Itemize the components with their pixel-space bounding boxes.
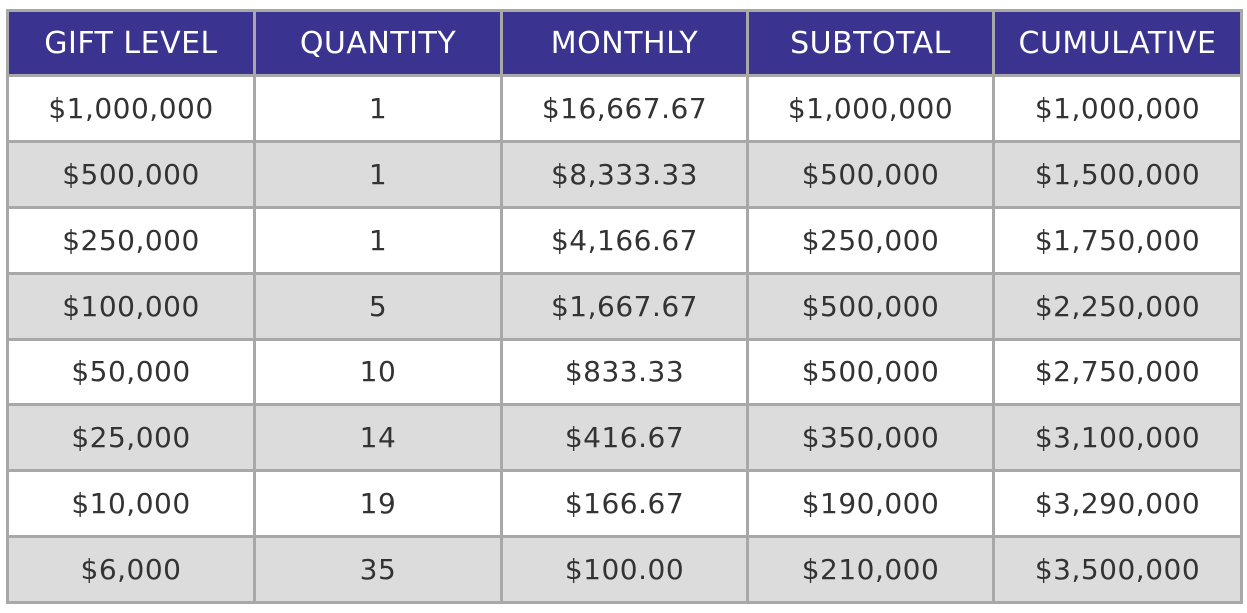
cell-gift-level: $100,000 <box>6 271 256 341</box>
cell-quantity: 5 <box>253 271 503 341</box>
table-row: $25,000 14 $416.67 $350,000 $3,100,000 <box>6 403 1243 473</box>
header-row: GIFT LEVEL QUANTITY MONTHLY SUBTOTAL CUM… <box>6 9 1243 77</box>
gift-table-container: GIFT LEVEL QUANTITY MONTHLY SUBTOTAL CUM… <box>6 9 1243 604</box>
table-row: $250,000 1 $4,166.67 $250,000 $1,750,000 <box>6 205 1243 275</box>
table-row: $500,000 1 $8,333.33 $500,000 $1,500,000 <box>6 139 1243 209</box>
cell-gift-level: $10,000 <box>6 469 256 539</box>
cell-gift-level: $1,000,000 <box>6 74 256 143</box>
header-subtotal: SUBTOTAL <box>746 9 995 77</box>
cell-monthly: $416.67 <box>500 403 749 473</box>
cell-gift-level: $25,000 <box>6 403 256 473</box>
cell-subtotal: $250,000 <box>746 205 995 275</box>
cell-subtotal: $500,000 <box>746 337 995 407</box>
cell-monthly: $100.00 <box>500 535 749 604</box>
cell-cumulative: $1,500,000 <box>992 139 1243 209</box>
cell-subtotal: $190,000 <box>746 469 995 539</box>
table-row: $10,000 19 $166.67 $190,000 $3,290,000 <box>6 469 1243 539</box>
cell-subtotal: $350,000 <box>746 403 995 473</box>
cell-subtotal: $1,000,000 <box>746 74 995 143</box>
table-row: $100,000 5 $1,667.67 $500,000 $2,250,000 <box>6 271 1243 341</box>
cell-cumulative: $1,000,000 <box>992 74 1243 143</box>
cell-quantity: 1 <box>253 74 503 143</box>
table-row: $1,000,000 1 $16,667.67 $1,000,000 $1,00… <box>6 74 1243 143</box>
cell-quantity: 1 <box>253 139 503 209</box>
cell-quantity: 10 <box>253 337 503 407</box>
cell-cumulative: $3,500,000 <box>992 535 1243 604</box>
cell-gift-level: $500,000 <box>6 139 256 209</box>
cell-quantity: 14 <box>253 403 503 473</box>
cell-subtotal: $500,000 <box>746 139 995 209</box>
cell-subtotal: $210,000 <box>746 535 995 604</box>
table-row: $6,000 35 $100.00 $210,000 $3,500,000 <box>6 535 1243 604</box>
cell-gift-level: $250,000 <box>6 205 256 275</box>
cell-cumulative: $2,250,000 <box>992 271 1243 341</box>
header-cumulative: CUMULATIVE <box>992 9 1243 77</box>
cell-cumulative: $1,750,000 <box>992 205 1243 275</box>
cell-cumulative: $3,100,000 <box>992 403 1243 473</box>
cell-quantity: 35 <box>253 535 503 604</box>
cell-subtotal: $500,000 <box>746 271 995 341</box>
cell-quantity: 19 <box>253 469 503 539</box>
cell-monthly: $8,333.33 <box>500 139 749 209</box>
cell-quantity: 1 <box>253 205 503 275</box>
cell-gift-level: $50,000 <box>6 337 256 407</box>
header-gift-level: GIFT LEVEL <box>6 9 256 77</box>
cell-monthly: $1,667.67 <box>500 271 749 341</box>
cell-cumulative: $3,290,000 <box>992 469 1243 539</box>
cell-cumulative: $2,750,000 <box>992 337 1243 407</box>
header-monthly: MONTHLY <box>500 9 749 77</box>
header-quantity: QUANTITY <box>253 9 503 77</box>
cell-monthly: $166.67 <box>500 469 749 539</box>
table-row: $50,000 10 $833.33 $500,000 $2,750,000 <box>6 337 1243 407</box>
cell-monthly: $16,667.67 <box>500 74 749 143</box>
gift-level-table: GIFT LEVEL QUANTITY MONTHLY SUBTOTAL CUM… <box>6 9 1243 604</box>
cell-monthly: $4,166.67 <box>500 205 749 275</box>
cell-monthly: $833.33 <box>500 337 749 407</box>
cell-gift-level: $6,000 <box>6 535 256 604</box>
